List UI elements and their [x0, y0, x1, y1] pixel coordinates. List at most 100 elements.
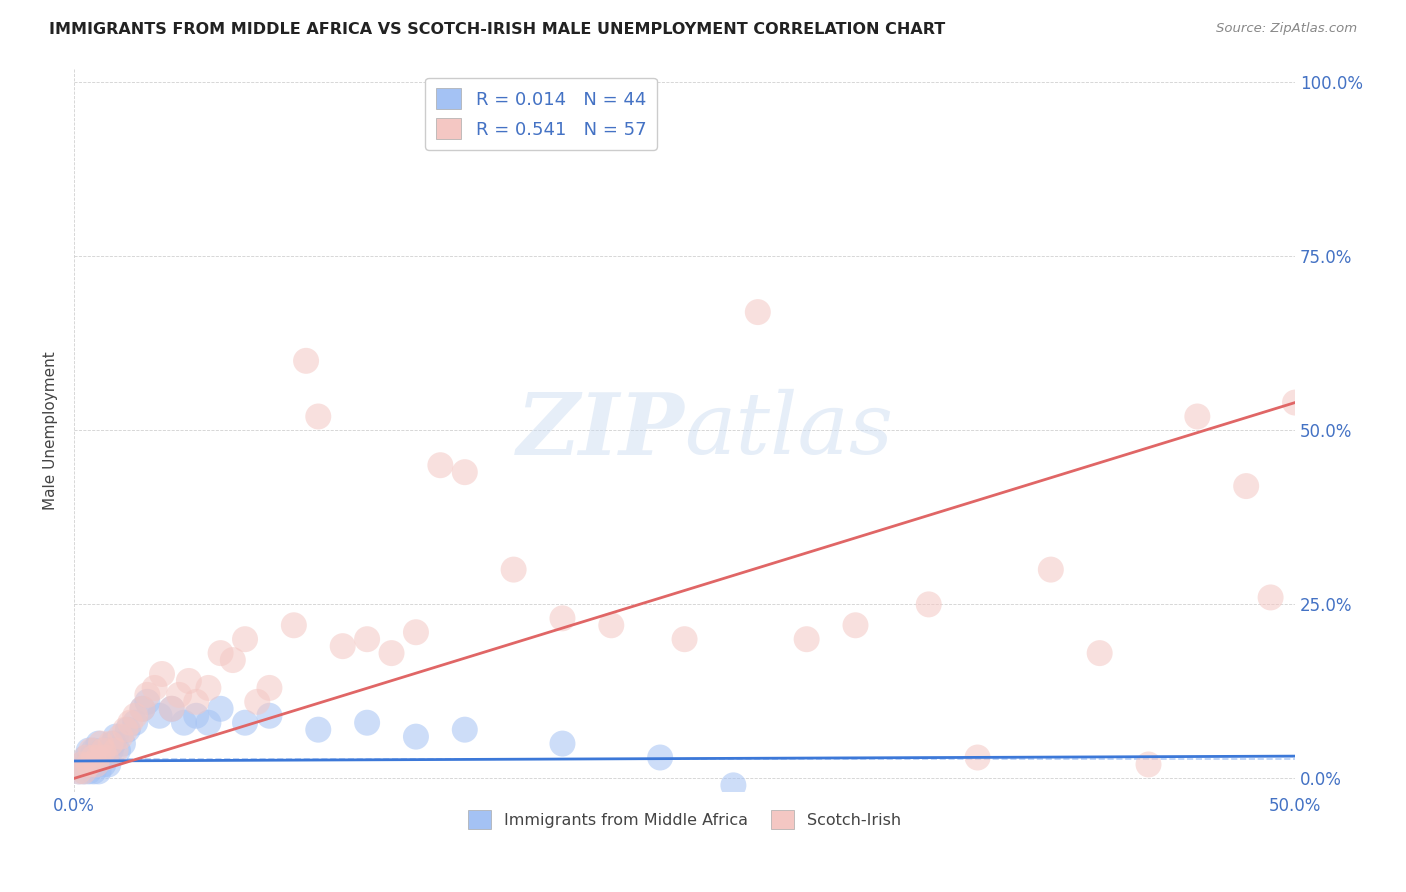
Point: [124, 708, 146, 723]
Point: [67, 764, 90, 779]
Point: [233, 715, 256, 730]
Legend: Immigrants from Middle Africa, Scotch-Irish: Immigrants from Middle Africa, Scotch-Ir…: [463, 804, 907, 835]
Point: [84, 757, 107, 772]
Text: IMMIGRANTS FROM MIDDLE AFRICA VS SCOTCH-IRISH MALE UNEMPLOYMENT CORRELATION CHAR: IMMIGRANTS FROM MIDDLE AFRICA VS SCOTCH-…: [49, 22, 945, 37]
Point: [131, 702, 153, 716]
Point: [197, 715, 219, 730]
Point: [111, 737, 134, 751]
Point: [73, 764, 96, 779]
Point: [87, 737, 110, 751]
Point: [83, 750, 105, 764]
Point: [110, 730, 132, 744]
Point: [80, 750, 103, 764]
Point: [167, 688, 190, 702]
Point: [966, 750, 988, 764]
Point: [1234, 479, 1257, 493]
Point: [295, 354, 318, 368]
Point: [186, 708, 208, 723]
Point: [97, 757, 120, 772]
Point: [307, 409, 329, 424]
Point: [1284, 395, 1306, 409]
Y-axis label: Male Unemployment: Male Unemployment: [44, 351, 58, 510]
Point: [600, 618, 623, 632]
Point: [83, 743, 105, 757]
Point: [1187, 409, 1209, 424]
Text: atlas: atlas: [685, 389, 894, 472]
Point: [502, 563, 524, 577]
Point: [307, 723, 329, 737]
Point: [93, 743, 115, 757]
Point: [73, 764, 96, 779]
Point: [380, 646, 402, 660]
Point: [356, 715, 378, 730]
Text: Source: ZipAtlas.com: Source: ZipAtlas.com: [1216, 22, 1357, 36]
Point: [246, 695, 269, 709]
Point: [100, 743, 122, 757]
Point: [283, 618, 305, 632]
Point: [70, 757, 93, 772]
Point: [405, 730, 427, 744]
Point: [114, 723, 136, 737]
Point: [87, 764, 110, 779]
Point: [222, 653, 245, 667]
Point: [209, 702, 232, 716]
Point: [173, 715, 195, 730]
Point: [131, 702, 153, 716]
Point: [259, 708, 281, 723]
Point: [94, 750, 117, 764]
Point: [673, 632, 696, 647]
Point: [197, 681, 219, 695]
Point: [100, 737, 122, 751]
Point: [259, 681, 281, 695]
Point: [160, 702, 183, 716]
Point: [723, 778, 745, 792]
Point: [77, 757, 100, 772]
Point: [84, 757, 107, 772]
Point: [120, 715, 142, 730]
Text: ZIP: ZIP: [516, 389, 685, 472]
Point: [186, 695, 208, 709]
Point: [143, 681, 166, 695]
Point: [90, 737, 112, 751]
Point: [1260, 591, 1282, 605]
Point: [83, 764, 105, 779]
Point: [104, 743, 127, 757]
Point: [150, 667, 173, 681]
Point: [67, 764, 90, 779]
Point: [454, 723, 477, 737]
Point: [87, 750, 110, 764]
Point: [209, 646, 232, 660]
Point: [650, 750, 672, 764]
Point: [77, 743, 100, 757]
Point: [93, 743, 115, 757]
Point: [75, 757, 97, 772]
Point: [136, 688, 159, 702]
Point: [1137, 757, 1160, 772]
Point: [70, 757, 93, 772]
Point: [84, 750, 107, 764]
Point: [93, 757, 115, 772]
Point: [104, 730, 127, 744]
Point: [136, 695, 159, 709]
Point: [233, 632, 256, 647]
Point: [405, 625, 427, 640]
Point: [356, 632, 378, 647]
Point: [1088, 646, 1111, 660]
Point: [429, 458, 451, 473]
Point: [148, 708, 170, 723]
Point: [101, 737, 124, 751]
Point: [796, 632, 818, 647]
Point: [160, 702, 183, 716]
Point: [80, 757, 103, 772]
Point: [844, 618, 866, 632]
Point: [551, 611, 574, 625]
Point: [124, 715, 146, 730]
Point: [177, 673, 200, 688]
Point: [332, 639, 354, 653]
Point: [77, 764, 100, 779]
Point: [117, 723, 139, 737]
Point: [918, 598, 941, 612]
Point: [75, 750, 97, 764]
Point: [80, 743, 103, 757]
Point: [454, 465, 477, 479]
